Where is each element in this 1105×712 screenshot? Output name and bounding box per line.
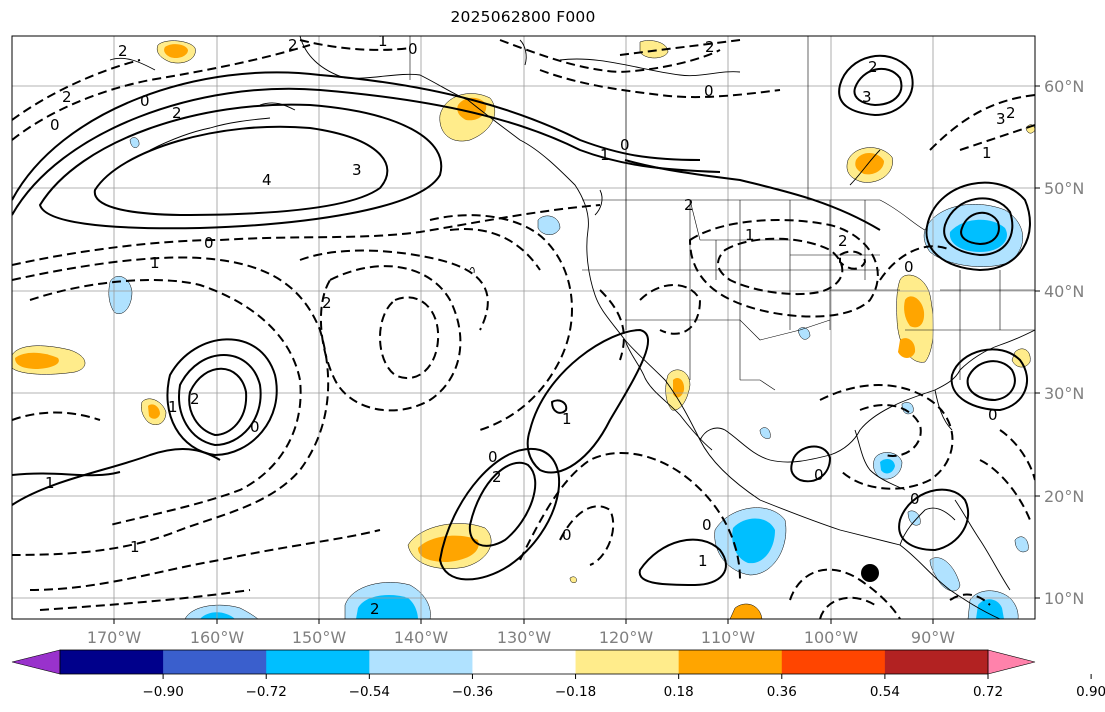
lon-label: 100°W: [804, 628, 859, 647]
colorbar-label: 0.90: [1076, 684, 1105, 700]
lon-label: 160°W: [190, 628, 245, 647]
colorbar-label: −0.90: [142, 684, 183, 700]
lat-label: 10°N: [1044, 589, 1084, 608]
contour-label: 2: [322, 294, 332, 312]
lon-label: 130°W: [497, 628, 552, 647]
colorbar-swatch: [781, 650, 886, 674]
contour-label: 1: [378, 32, 388, 50]
colorbar: −0.90 −0.72 −0.54 −0.36 −0.18 0.18 0.36 0.54 0.7…: [11, 649, 1105, 700]
colorbar-swatch: [163, 650, 267, 674]
colorbar-label: −0.54: [349, 684, 390, 700]
colorbar-label: 0.18: [664, 684, 694, 700]
contour-labels: 2 0 2 0 2 4 3 0 1 0 2 1 0 1 2 0 2 2 3 2 …: [45, 32, 1016, 618]
colorbar-label: −0.18: [555, 684, 596, 700]
colorbar-label: −0.36: [452, 684, 493, 700]
lon-labels: 170°W 160°W 150°W 140°W 130°W 120°W 110°…: [87, 628, 955, 647]
contour-label: 0: [904, 258, 914, 276]
contour-label: 2: [370, 600, 380, 618]
colorbar-extend-right: [987, 649, 1036, 675]
contour-label: 2: [868, 58, 878, 76]
contour-label: 2: [838, 232, 848, 250]
storm-marker-icon: [861, 564, 879, 582]
colorbar-swatch: [60, 650, 164, 674]
contour-label: 1: [698, 552, 708, 570]
contour-label: 0: [204, 234, 214, 252]
lon-ticks: [113, 619, 934, 624]
coastlines: [109, 36, 1035, 619]
lat-labels: 60°N 50°N 40°N 30°N 20°N 10°N: [1044, 77, 1084, 608]
contour-label: 0: [250, 418, 260, 436]
colorbar-label: 0.54: [870, 684, 900, 700]
contour-label: 0: [488, 448, 498, 466]
contour-label: 1: [562, 410, 572, 428]
contour-label: 0: [814, 466, 824, 484]
contour-label: 1: [600, 146, 610, 164]
contour-label: 1: [745, 226, 755, 244]
colorbar-swatch: [884, 650, 989, 674]
lon-label: 170°W: [87, 628, 142, 647]
contour-label: 2: [288, 36, 298, 54]
contour-label: 2: [62, 88, 72, 106]
colorbar-swatch: [266, 650, 370, 674]
contour-label: 2: [190, 390, 200, 408]
contour-label: 0: [140, 92, 150, 110]
contour-label: 3: [862, 88, 872, 106]
contour-label: 0: [988, 406, 998, 424]
contour-label: 4: [262, 171, 272, 189]
contour-label: 0: [702, 516, 712, 534]
lat-ticks: [1035, 85, 1040, 599]
lat-label: 20°N: [1044, 487, 1084, 506]
contour-label: 2: [492, 468, 502, 486]
lon-label: 120°W: [599, 628, 654, 647]
colorbar-swatch: [575, 650, 680, 674]
lat-label: 30°N: [1044, 384, 1084, 403]
contour-label: 2: [705, 38, 715, 56]
colorbar-label: 0.72: [973, 684, 1003, 700]
colorbar-swatch: [369, 650, 473, 674]
contour-label: 2: [684, 196, 694, 214]
contour-label: 1: [982, 144, 992, 162]
contour-label: 1: [168, 398, 178, 416]
lon-label: 110°W: [701, 628, 756, 647]
lon-label: 140°W: [394, 628, 449, 647]
contour-label: 0: [408, 40, 418, 58]
contour-label: 3: [352, 161, 362, 179]
colorbar-extend-left: [11, 649, 61, 675]
contour-label: 0: [50, 116, 60, 134]
contour-label: 1: [150, 254, 160, 272]
colorbar-swatch: [678, 650, 783, 674]
lon-label: 90°W: [911, 628, 955, 647]
contour-label: 1: [130, 538, 140, 556]
contour-label: 3: [996, 110, 1006, 128]
negative-shading: [108, 137, 1029, 619]
lat-label: 60°N: [1044, 77, 1084, 96]
colorbar-swatch: [472, 650, 577, 674]
contour-label: 2: [1006, 104, 1016, 122]
contour-label: 2: [118, 42, 128, 60]
lat-label: 50°N: [1044, 179, 1084, 198]
contours-positive: [12, 54, 1031, 587]
contour-label: 0: [562, 526, 572, 544]
contours-negative: [12, 39, 1035, 619]
map-panel: 2 0 2 0 2 4 3 0 1 0 2 1 0 1 2 0 2 2 3 2 …: [12, 32, 1035, 619]
contour-label: 2: [172, 104, 182, 122]
lat-label: 40°N: [1044, 282, 1084, 301]
contour-label: 0: [704, 82, 714, 100]
colorbar-label: −0.72: [246, 684, 287, 700]
colorbar-label: 0.36: [767, 684, 797, 700]
contour-label: 1: [45, 474, 55, 492]
contour-label: 0: [910, 490, 920, 508]
contour-label: 0: [620, 136, 630, 154]
lon-label: 150°W: [292, 628, 347, 647]
map-title: 2025062800 F000: [450, 8, 596, 26]
political-borders: [409, 36, 1035, 391]
